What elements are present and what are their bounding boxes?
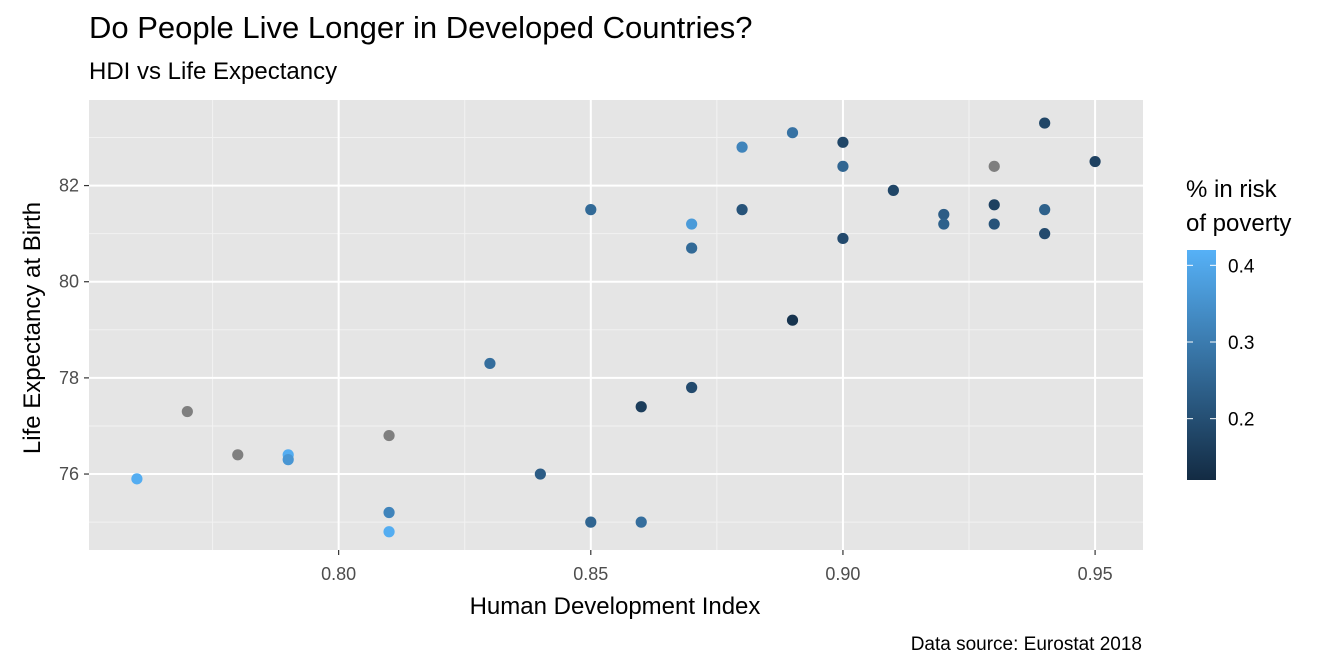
data-point xyxy=(1039,117,1051,129)
plot-panel xyxy=(89,100,1143,550)
y-tick-label: 80 xyxy=(59,272,79,292)
data-point xyxy=(988,160,1000,172)
data-point xyxy=(585,516,597,528)
data-point xyxy=(736,204,748,216)
legend-tick-label: 0.3 xyxy=(1228,333,1254,354)
y-tick-label: 76 xyxy=(59,464,79,484)
x-tick-label: 0.95 xyxy=(1078,564,1113,584)
data-point xyxy=(887,184,899,196)
data-point xyxy=(635,401,647,413)
data-point xyxy=(282,454,294,466)
legend-title-line1: % in risk xyxy=(1186,176,1278,203)
x-tick-label: 0.85 xyxy=(573,564,608,584)
x-tick-label: 0.90 xyxy=(825,564,860,584)
data-point xyxy=(383,506,395,519)
y-axis-title: Life Expectancy at Birth xyxy=(19,202,46,454)
data-point xyxy=(938,208,950,221)
legend-title-line2: of poverty xyxy=(1186,210,1291,237)
y-tick-label: 82 xyxy=(59,176,79,196)
data-point xyxy=(837,136,849,148)
color-legend: % in risk of poverty 0.2 0.3 0.4 xyxy=(1186,176,1291,480)
legend-ticks: 0.2 0.3 0.4 xyxy=(1187,256,1255,431)
data-point xyxy=(686,381,698,394)
data-point xyxy=(988,218,1000,230)
data-point xyxy=(635,516,647,528)
data-point xyxy=(686,242,698,254)
data-point xyxy=(837,232,849,245)
data-point xyxy=(181,405,193,418)
legend-tick-label: 0.4 xyxy=(1228,256,1255,277)
data-points xyxy=(131,117,1101,538)
data-point xyxy=(736,141,748,153)
data-point xyxy=(131,473,143,485)
x-axis-ticks: 0.80 0.85 0.90 0.95 xyxy=(321,550,1113,584)
x-axis-title: Human Development Index xyxy=(470,593,761,620)
x-tick-label: 0.80 xyxy=(321,564,356,584)
data-point xyxy=(1089,155,1101,168)
data-point xyxy=(786,127,799,139)
data-point xyxy=(837,160,849,172)
data-point xyxy=(938,218,950,230)
chart-title: Do People Live Longer in Developed Count… xyxy=(89,10,753,45)
data-point xyxy=(988,199,1000,211)
legend-tick-label: 0.2 xyxy=(1228,410,1254,431)
data-point xyxy=(484,357,496,370)
data-point xyxy=(383,526,395,538)
y-axis-ticks: 76 78 80 82 xyxy=(59,176,89,484)
data-point xyxy=(1039,204,1051,216)
chart-caption: Data source: Eurostat 2018 xyxy=(910,634,1142,655)
data-point xyxy=(786,314,799,326)
data-point xyxy=(534,468,546,480)
minor-gridlines xyxy=(89,100,1143,550)
data-point xyxy=(383,429,395,442)
legend-colorbar xyxy=(1187,250,1216,480)
major-gridlines xyxy=(89,100,1143,550)
data-point xyxy=(686,218,698,230)
data-point xyxy=(585,204,597,216)
data-point xyxy=(232,449,244,461)
chart-subtitle: HDI vs Life Expectancy xyxy=(89,58,338,85)
data-point xyxy=(1039,228,1051,240)
y-tick-label: 78 xyxy=(59,368,79,388)
